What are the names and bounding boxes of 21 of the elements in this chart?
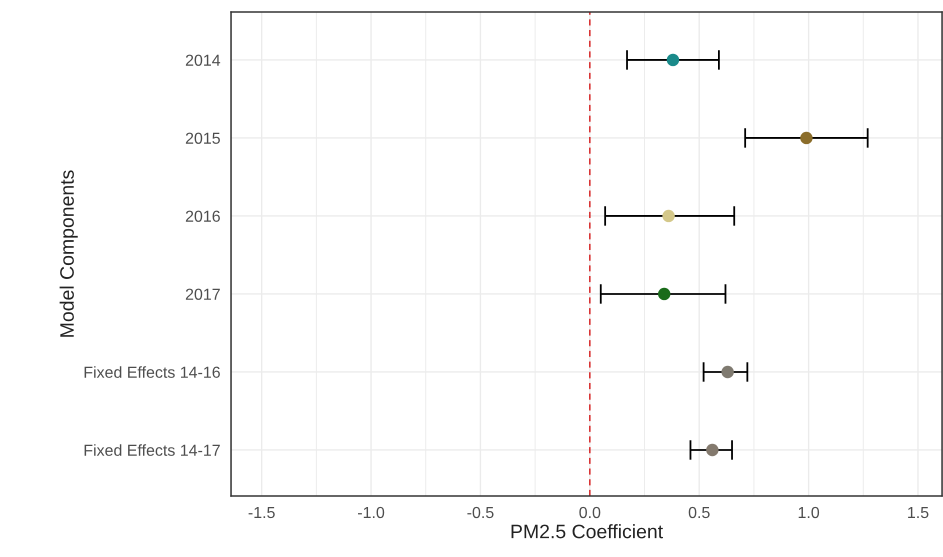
point <box>658 288 670 300</box>
y-tick-label: Fixed Effects 14-16 <box>84 366 220 378</box>
x-tick-label: 0.5 <box>688 506 710 518</box>
x-tick-label: -1.0 <box>358 506 384 518</box>
y-axis-title: Model Components <box>60 170 78 337</box>
point <box>662 210 675 222</box>
point <box>666 54 680 66</box>
x-tick-label: -0.5 <box>467 506 494 518</box>
y-tick-label: 2015 <box>186 132 220 144</box>
y-tick-label: Fixed Effects 14-17 <box>84 444 220 456</box>
point <box>721 366 734 378</box>
x-tick-label: 1.5 <box>908 507 928 518</box>
y-tick-label: 2016 <box>186 210 220 222</box>
x-axis-title: PM2.5 Coefficient <box>512 524 663 538</box>
y-tick-label: 2017 <box>186 288 220 300</box>
x-tick-label: 0.0 <box>579 506 600 518</box>
y-tick-label: 2014 <box>186 54 220 66</box>
point <box>800 132 813 144</box>
x-tick-label: 1.0 <box>798 506 820 518</box>
point <box>706 444 719 456</box>
x-tick-label: -1.5 <box>248 507 275 518</box>
